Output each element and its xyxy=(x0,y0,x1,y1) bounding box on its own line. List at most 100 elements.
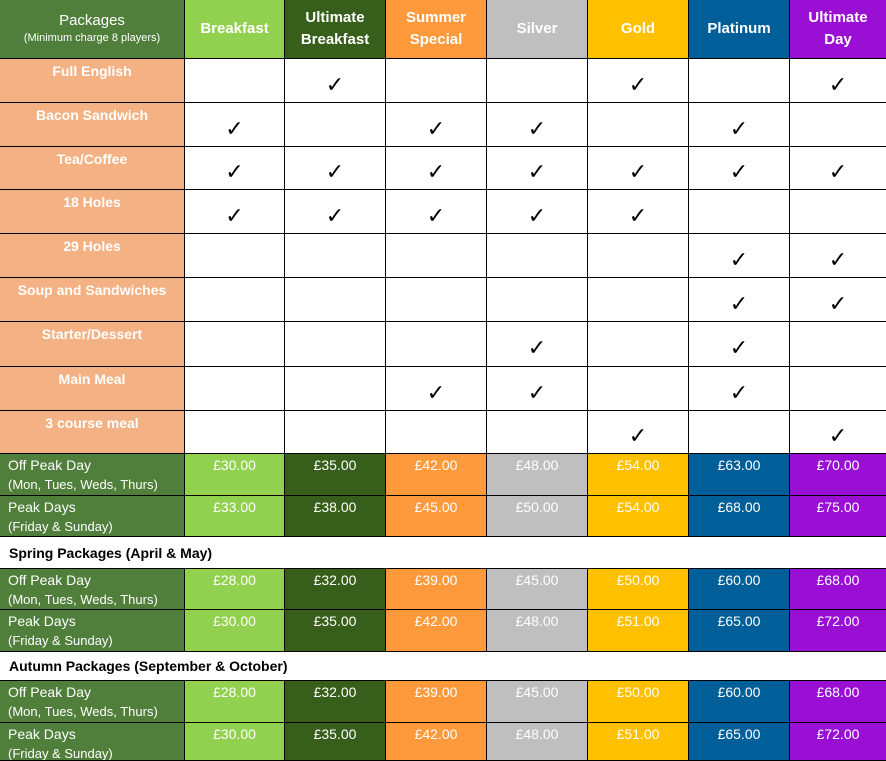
price-row-label: Peak Days (Friday & Sunday) xyxy=(0,496,185,537)
feature-cell-gold xyxy=(588,234,689,278)
price-cell-platinum: £60.00 xyxy=(689,681,790,723)
price-row: Peak Days (Friday & Sunday) £30.00 £35.00 £4… xyxy=(0,723,886,761)
price-row-title: Off Peak Day xyxy=(8,457,92,473)
feature-cell-summer-special xyxy=(386,411,487,454)
feature-cell-silver: ✓ xyxy=(487,147,588,190)
packages-title: Packages xyxy=(59,12,125,29)
feature-label: Tea/Coffee xyxy=(0,147,185,190)
feature-cell-gold xyxy=(588,103,689,147)
checkmark-icon: ✓ xyxy=(225,203,244,229)
price-cell-breakfast: £28.00 xyxy=(185,681,285,723)
feature-cell-silver: ✓ xyxy=(487,103,588,147)
checkmark-icon: ✓ xyxy=(628,203,648,229)
feature-cell-ultimate-breakfast xyxy=(285,322,386,367)
feature-label: Bacon Sandwich xyxy=(0,103,185,147)
price-cell-platinum: £63.00 xyxy=(689,454,790,496)
feature-cell-ultimate-breakfast xyxy=(285,411,386,454)
feature-cell-silver xyxy=(487,234,588,278)
feature-cell-platinum: ✓ xyxy=(689,234,790,278)
feature-cell-summer-special: ✓ xyxy=(386,103,487,147)
price-cell-silver: £45.00 xyxy=(487,569,588,610)
feature-cell-silver xyxy=(487,278,588,322)
price-row-days: (Mon, Tues, Weds, Thurs) xyxy=(8,704,158,719)
feature-cell-ultimate-breakfast xyxy=(285,278,386,322)
feature-cell-breakfast xyxy=(185,234,285,278)
checkmark-icon: ✓ xyxy=(426,380,446,406)
price-cell-ultimate-breakfast: £32.00 xyxy=(285,569,386,610)
checkmark-icon: ✓ xyxy=(426,116,446,142)
price-cell-breakfast: £30.00 xyxy=(185,454,285,496)
feature-cell-summer-special: ✓ xyxy=(386,147,487,190)
checkmark-icon: ✓ xyxy=(225,116,244,142)
checkmark-icon: ✓ xyxy=(628,72,648,98)
table-row: Starter/Dessert ✓ ✓ xyxy=(0,322,886,367)
feature-cell-silver xyxy=(487,59,588,103)
feature-cell-gold: ✓ xyxy=(588,147,689,190)
feature-cell-ultimate-day xyxy=(790,322,886,367)
price-cell-ultimate-day: £72.00 xyxy=(790,610,886,652)
feature-cell-ultimate-day xyxy=(790,103,886,147)
feature-cell-gold xyxy=(588,367,689,411)
price-cell-breakfast: £30.00 xyxy=(185,723,285,761)
checkmark-icon: ✓ xyxy=(729,336,749,361)
price-cell-gold: £54.00 xyxy=(588,454,689,496)
feature-cell-breakfast: ✓ xyxy=(185,103,285,147)
feature-label: 18 Holes xyxy=(0,190,185,234)
checkmark-icon: ✓ xyxy=(828,160,848,185)
checkmark-icon: ✓ xyxy=(325,72,345,98)
feature-label: Full English xyxy=(0,59,185,103)
feature-cell-ultimate-day: ✓ xyxy=(790,147,886,190)
column-header-label: Gold xyxy=(620,20,656,37)
price-row-label: Off Peak Day (Mon, Tues, Weds, Thurs) xyxy=(0,454,185,496)
price-row-days: (Mon, Tues, Weds, Thurs) xyxy=(8,592,158,607)
table-row: Soup and Sandwiches ✓ ✓ xyxy=(0,278,886,322)
checkmark-icon: ✓ xyxy=(527,380,547,406)
feature-cell-gold: ✓ xyxy=(588,190,689,234)
feature-cell-ultimate-breakfast: ✓ xyxy=(285,190,386,234)
column-header-platinum: Platinum xyxy=(689,0,790,59)
price-row-days: (Mon, Tues, Weds, Thurs) xyxy=(8,477,158,492)
feature-cell-platinum xyxy=(689,411,790,454)
feature-label: 29 Holes xyxy=(0,234,185,278)
checkmark-icon: ✓ xyxy=(828,291,848,317)
feature-cell-breakfast xyxy=(185,278,285,322)
checkmark-icon: ✓ xyxy=(527,336,547,361)
checkmark-icon: ✓ xyxy=(628,424,648,449)
checkmark-icon: ✓ xyxy=(729,291,749,317)
price-cell-summer-special: £39.00 xyxy=(386,569,487,610)
price-cell-platinum: £68.00 xyxy=(689,496,790,537)
price-cell-silver: £50.00 xyxy=(487,496,588,537)
feature-label: Starter/Dessert xyxy=(0,322,185,367)
checkmark-icon: ✓ xyxy=(729,160,749,185)
feature-cell-platinum xyxy=(689,59,790,103)
feature-cell-ultimate-breakfast xyxy=(285,234,386,278)
column-header-label: Silver xyxy=(516,20,558,37)
feature-cell-ultimate-day xyxy=(790,367,886,411)
price-cell-ultimate-breakfast: £35.00 xyxy=(285,723,386,761)
price-row: Peak Days (Friday & Sunday) £33.00 £38.00 £4… xyxy=(0,496,886,537)
feature-cell-breakfast xyxy=(185,322,285,367)
price-row-label: Off Peak Day (Mon, Tues, Weds, Thurs) xyxy=(0,569,185,610)
price-row: Off Peak Day (Mon, Tues, Weds, Thurs) £28.… xyxy=(0,569,886,610)
price-row: Peak Days (Friday & Sunday) £30.00 £35.00 £4… xyxy=(0,610,886,652)
checkmark-icon: ✓ xyxy=(729,380,749,406)
feature-cell-breakfast xyxy=(185,367,285,411)
feature-cell-ultimate-day: ✓ xyxy=(790,59,886,103)
feature-cell-silver: ✓ xyxy=(487,322,588,367)
table-row: Tea/Coffee ✓ ✓ ✓ ✓ ✓ ✓ ✓ xyxy=(0,147,886,190)
price-cell-platinum: £65.00 xyxy=(689,610,790,652)
checkmark-icon: ✓ xyxy=(828,424,848,449)
feature-cell-platinum: ✓ xyxy=(689,278,790,322)
feature-cell-platinum: ✓ xyxy=(689,322,790,367)
feature-cell-ultimate-breakfast xyxy=(285,103,386,147)
column-header-label: Platinum xyxy=(707,20,771,37)
price-cell-breakfast: £33.00 xyxy=(185,496,285,537)
table-header-row: Packages (Minimum charge 8 players) Brea… xyxy=(0,0,886,59)
price-row-title: Peak Days xyxy=(8,499,76,515)
feature-cell-gold xyxy=(588,278,689,322)
price-cell-breakfast: £28.00 xyxy=(185,569,285,610)
price-cell-gold: £50.00 xyxy=(588,681,689,723)
column-header-label: Breakfast xyxy=(200,20,269,37)
price-cell-silver: £48.00 xyxy=(487,610,588,652)
price-row-label: Peak Days (Friday & Sunday) xyxy=(0,610,185,652)
